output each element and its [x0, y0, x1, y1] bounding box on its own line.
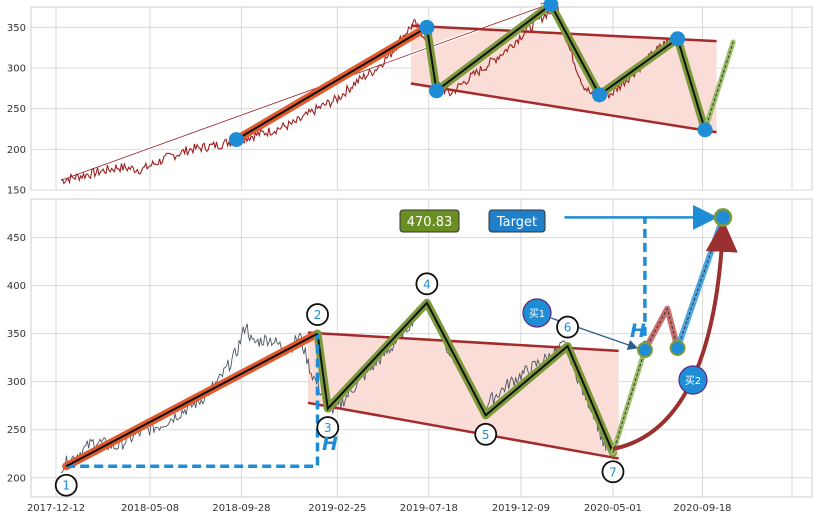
- x-tick-label: 2018-09-28: [212, 503, 270, 514]
- target-point: [713, 208, 733, 227]
- forecast-pullback-dash: [644, 307, 679, 351]
- buy-1-label: 买1: [529, 308, 545, 320]
- y-tick-label: 350: [7, 23, 26, 34]
- top-y-ticks: 350 300 250 200 150: [7, 23, 26, 197]
- buy-1-marker: 买1: [522, 298, 552, 328]
- top-point-2: [419, 19, 435, 35]
- target-badge-text: Target: [496, 215, 537, 230]
- forecast-up-dash: [612, 349, 646, 453]
- top-point-3: [428, 83, 444, 99]
- point-label-circle-1: [54, 473, 78, 497]
- point-label-circle-5: [474, 422, 498, 446]
- top-trend-outline: [60, 5, 548, 181]
- bottom-panel: 450 400 350 300 250 200 1 2 3 4 5 6 7 470.83 Target…: [7, 198, 813, 498]
- top-projection-dash: [704, 41, 734, 130]
- top-wave-black: [425, 3, 706, 131]
- height-dash-1: [66, 333, 320, 468]
- point-label-circle-2: [306, 303, 329, 326]
- y-tick-label: 200: [7, 145, 26, 156]
- x-tick-label: 2020-05-01: [584, 503, 642, 514]
- bottom-wave-black: [316, 301, 614, 454]
- top-point-1: [228, 132, 244, 148]
- top-channel-lower: [410, 82, 717, 134]
- y-tick-label: 250: [7, 425, 26, 436]
- point-label-5: 5: [482, 428, 490, 442]
- x-tick-label: 2020-09-18: [673, 503, 731, 514]
- point-label-6: 6: [564, 321, 572, 335]
- point-label-1: 1: [62, 479, 70, 493]
- bottom-channel-lower: [307, 401, 619, 460]
- bottom-impulse-core: [65, 332, 318, 468]
- point-label-circle-6: [556, 315, 579, 339]
- point-label-circle-3: [316, 416, 340, 439]
- y-tick-label: 300: [7, 64, 26, 75]
- buy-2-marker: 买2: [678, 365, 708, 395]
- value-badge: 470.83: [399, 209, 460, 233]
- y-tick-label: 250: [7, 104, 26, 115]
- target-badge: Target: [488, 209, 546, 233]
- y-tick-label: 450: [7, 233, 26, 244]
- top-point-7: [697, 122, 713, 138]
- y-tick-label: 150: [7, 186, 26, 197]
- y-tick-label: 200: [7, 473, 26, 484]
- x-tick-label: 2017-12-12: [27, 503, 85, 514]
- y-tick-label: 300: [7, 377, 26, 388]
- x-tick-label: 2019-07-18: [400, 503, 458, 514]
- bottom-y-ticks: 450 400 350 300 250 200: [7, 233, 26, 484]
- top-point-4: [543, 0, 559, 13]
- top-point-6: [670, 31, 686, 47]
- buy-point-1: [636, 341, 653, 358]
- top-points: [228, 0, 713, 148]
- y-tick-label: 400: [7, 281, 26, 292]
- x-axis-ticks: 2017-12-12 2018-05-08 2018-09-28 2019-02-25…: [27, 503, 732, 514]
- x-tick-label: 2018-05-08: [121, 503, 179, 514]
- point-label-2: 2: [314, 308, 322, 322]
- top-point-5: [592, 87, 608, 103]
- buy-2-label: 买2: [685, 375, 701, 387]
- buy-point-2: [669, 340, 686, 356]
- x-tick-label: 2019-12-09: [492, 503, 550, 514]
- bottom-point-labels: 1 2 3 4 5 6 7: [54, 272, 625, 497]
- y-tick-label: 350: [7, 329, 26, 340]
- point-label-7: 7: [609, 465, 617, 479]
- height-label-1: H: [322, 433, 338, 455]
- point-label-4: 4: [423, 277, 431, 291]
- point-label-circle-7: [601, 460, 625, 484]
- bottom-points: [636, 340, 686, 358]
- top-impulse-core: [235, 26, 428, 141]
- x-tick-label: 2019-02-25: [308, 503, 366, 514]
- point-label-circle-4: [415, 272, 439, 296]
- value-badge-text: 470.83: [407, 215, 453, 230]
- height-label-2: H: [630, 320, 646, 342]
- point-label-3: 3: [324, 421, 332, 435]
- top-panel: 350 300 250 200 150: [7, 0, 813, 197]
